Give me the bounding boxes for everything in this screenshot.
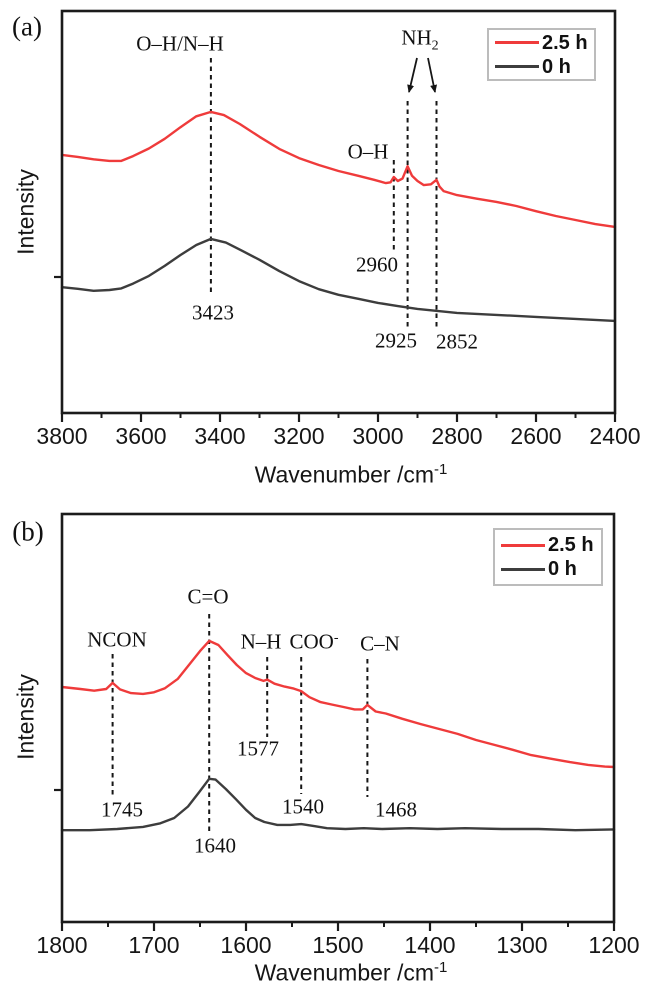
legend-line-red	[495, 41, 539, 44]
x-axis-label-superscript: -1	[434, 461, 448, 478]
panel-b-tag: (b)	[12, 516, 44, 547]
legend-panel-a: 2.5 h 0 h	[487, 28, 596, 81]
x-axis-label-superscript: -1	[434, 959, 448, 976]
legend-entry-2.5h: 2.5 h	[501, 534, 595, 556]
spectrum-curve-2.5-h	[60, 110, 617, 229]
legend-label: 2.5 h	[548, 534, 594, 556]
legend-label: 2.5 h	[542, 31, 588, 54]
annotation-arrow	[407, 57, 418, 93]
annotation-arrow	[427, 57, 438, 93]
x-axis-label-text: Wavenumber /cm	[254, 461, 435, 488]
x-axis-label-b: Wavenumber /cm-1	[255, 959, 448, 987]
x-axis-label-a: Wavenumber /cm-1	[255, 461, 448, 489]
spectrum-curve-0-h	[60, 777, 616, 832]
legend-label: 0 h	[548, 558, 577, 580]
legend-entry-0h: 0 h	[495, 56, 588, 78]
spectrum-curve-0-h	[60, 237, 617, 323]
legend-line-red	[501, 543, 545, 547]
x-axis-label-text: Wavenumber /cm	[254, 959, 435, 986]
legend-line-black	[501, 567, 545, 571]
panel-a-tag: (a)	[12, 11, 42, 42]
legend-label: 0 h	[542, 55, 571, 78]
legend-line-black	[495, 65, 539, 68]
legend-entry-2.5h: 2.5 h	[495, 32, 588, 54]
spectrum-curve-2.5-h	[60, 639, 616, 769]
legend-panel-b: 2.5 h 0 h	[493, 528, 603, 586]
y-axis-label-a: Intensity	[12, 169, 39, 255]
legend-entry-0h: 0 h	[501, 558, 595, 580]
y-axis-label-b: Intensity	[12, 674, 39, 760]
